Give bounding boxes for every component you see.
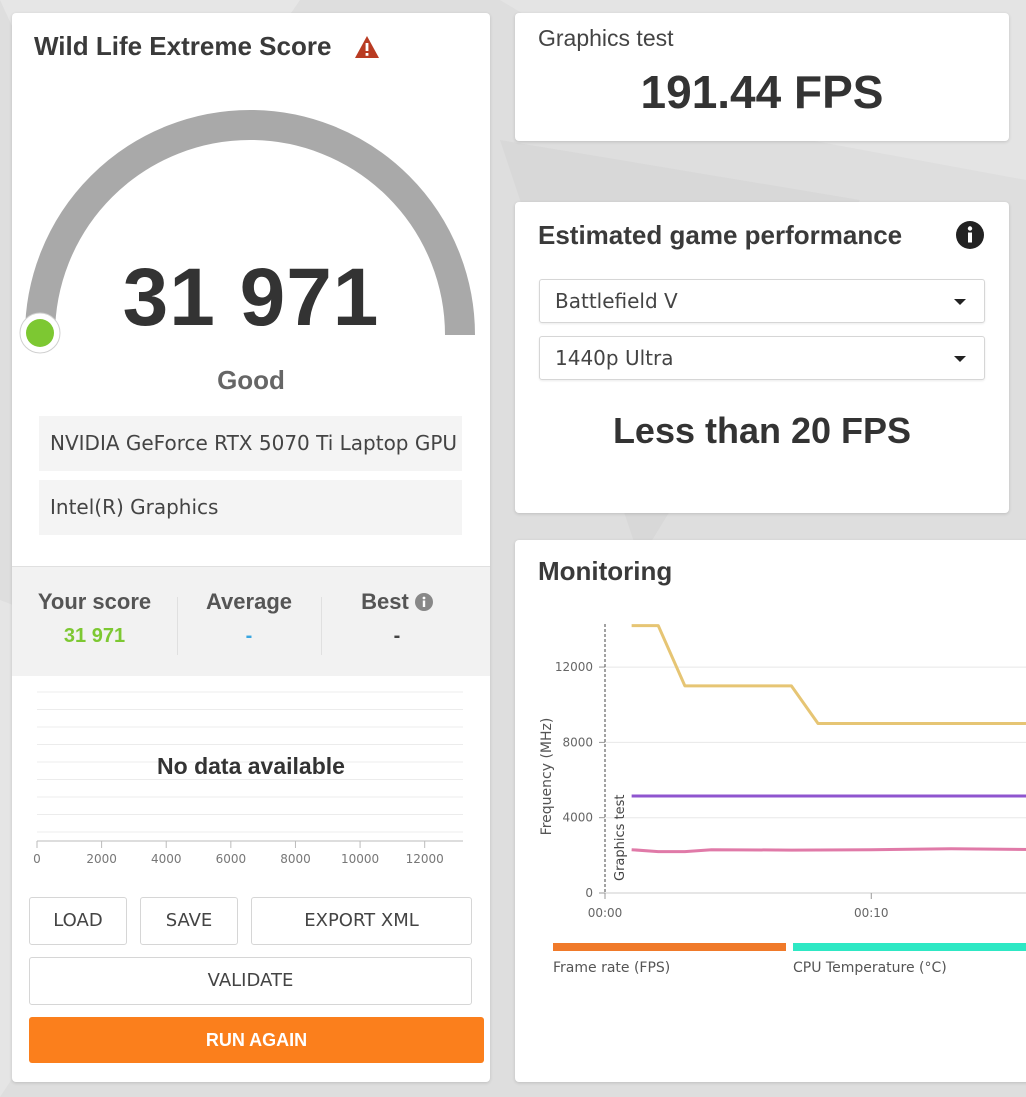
best-label: Best <box>361 589 409 614</box>
best-label-row: Best <box>342 589 452 615</box>
no-data-message: No data available <box>157 753 345 779</box>
y-tick-label: 12000 <box>555 660 593 674</box>
preset-select[interactable]: 1440p Ultra <box>539 336 985 380</box>
your-score-value: 31 971 <box>63 625 126 647</box>
score-title: Wild Life Extreme Score <box>34 31 332 61</box>
warning-icon[interactable] <box>354 35 380 59</box>
game-select-value: Battlefield V <box>555 289 678 313</box>
y-axis-label: Frequency (MHz) <box>539 718 555 836</box>
monitoring-title: Monitoring <box>538 556 673 586</box>
monitoring-card: Monitoring 0 4000 8000 12000 Frequency (MHz)… <box>515 540 1026 1082</box>
preset-select-value: 1440p Ultra <box>555 346 674 370</box>
stat-divider <box>177 597 178 655</box>
chevron-down-icon <box>954 356 966 362</box>
average-stat: Average - <box>194 589 304 648</box>
score-comparison: Your score 31 971 Average - Best - <box>12 566 490 676</box>
game-select[interactable]: Battlefield V <box>539 279 985 323</box>
device-gpu: NVIDIA GeForce RTX 5070 Ti Laptop GPU <box>39 416 462 471</box>
graphics-test-card: Graphics test 191.44 FPS <box>515 13 1009 141</box>
histogram-tick-label: 12000 <box>406 852 444 866</box>
average-label: Average <box>205 589 292 614</box>
histogram-tick-label: 4000 <box>151 852 182 866</box>
score-card: Wild Life Extreme Score 31 971 Good NVID… <box>12 13 490 1082</box>
your-score-label: Your score <box>37 589 152 614</box>
device-igpu: Intel(R) Graphics <box>39 480 462 535</box>
run-again-button[interactable]: RUN AGAIN <box>29 1017 484 1063</box>
info-icon[interactable] <box>956 221 984 249</box>
chevron-down-icon <box>954 299 966 305</box>
histogram-tick-label: 0 <box>33 852 41 866</box>
legend-cpu-temperature-swatch[interactable] <box>793 943 1026 951</box>
series-line-0 <box>631 624 1026 726</box>
series-line-2 <box>631 847 1026 854</box>
y-tick-label: 4000 <box>562 811 593 825</box>
stat-divider <box>321 597 322 655</box>
validate-button[interactable]: VALIDATE <box>29 957 472 1005</box>
y-tick-label: 0 <box>585 886 593 900</box>
info-icon[interactable] <box>414 593 433 611</box>
score-gauge <box>19 110 475 354</box>
load-button[interactable]: LOAD <box>29 897 127 945</box>
histogram-tick-label: 2000 <box>86 852 117 866</box>
graphics-test-fps: 191.44 FPS <box>640 66 884 118</box>
your-score-stat: Your score 31 971 <box>32 589 157 648</box>
average-value: - <box>245 625 253 647</box>
histogram-tick-label: 10000 <box>341 852 379 866</box>
best-stat: Best - <box>342 589 452 648</box>
graphics-test-marker-label: Graphics test <box>613 794 628 881</box>
save-button[interactable]: SAVE <box>140 897 238 945</box>
total-score: 31 971 <box>122 252 380 343</box>
legend-frame-rate[interactable]: Frame rate (FPS) <box>553 960 671 976</box>
score-distribution-chart: 0 2000 4000 6000 8000 10000 12000 <box>33 691 463 866</box>
estimated-fps: Less than 20 FPS <box>612 410 912 451</box>
estimated-title: Estimated game performance <box>538 220 903 250</box>
score-rating: Good <box>217 365 285 395</box>
x-tick-label: 00:10 <box>854 906 889 920</box>
legend-cpu-temperature[interactable]: CPU Temperature (°C) <box>793 960 947 976</box>
gauge-indicator-dot <box>26 319 54 347</box>
histogram-tick-label: 6000 <box>216 852 247 866</box>
histogram-tick-label: 8000 <box>280 852 311 866</box>
graphics-test-label: Graphics test <box>538 25 674 51</box>
estimated-performance-card: Estimated game performance Battlefield V… <box>515 202 1009 513</box>
legend-frame-rate-swatch[interactable] <box>553 943 786 951</box>
monitoring-chart: 0 4000 8000 12000 Frequency (MHz) 00:00 00:10 G… <box>539 624 1026 920</box>
y-tick-label: 8000 <box>562 735 593 749</box>
export-xml-button[interactable]: EXPORT XML <box>251 897 472 945</box>
best-value: - <box>393 625 401 647</box>
x-tick-label: 00:00 <box>588 906 623 920</box>
